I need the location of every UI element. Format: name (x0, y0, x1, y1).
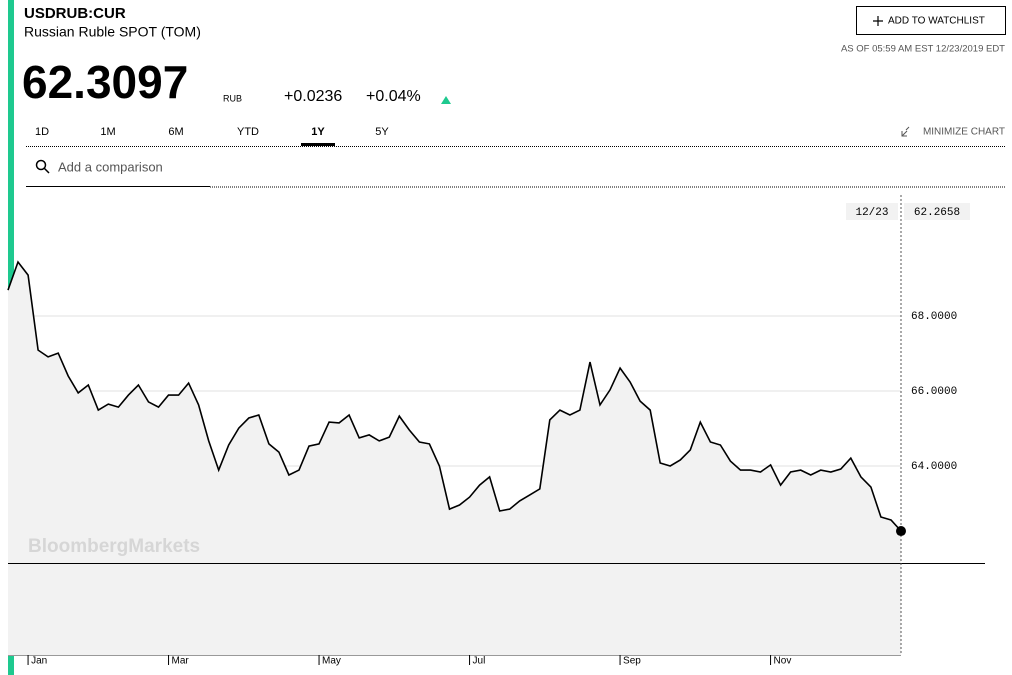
search-icon-handle (43, 167, 50, 174)
y-tick-label: 68.0000 (911, 311, 957, 323)
currency: RUB (223, 93, 242, 103)
area (8, 262, 901, 655)
x-tick-label: Jan (31, 656, 47, 667)
as-of: AS OF 05:59 AM EST 12/23/2019 EDT (841, 44, 1005, 55)
tab-active-underline (301, 143, 335, 146)
x-tick-label: Mar (172, 656, 190, 667)
ticker: USDRUB:CUR (24, 5, 126, 22)
x-tick-label: May (322, 656, 341, 667)
tab[interactable]: 5Y (375, 126, 389, 138)
x-tick-label: Jul (473, 656, 486, 667)
crosshair-date: 12/23 (855, 207, 888, 219)
tab[interactable]: 6M (168, 126, 183, 138)
line (7, 260, 902, 532)
plot: 64.0000 66.0000 68.0000 BloombergMarkets 12/… (7, 195, 985, 667)
crosshair-value-box (904, 203, 970, 220)
y-tick-label: 66.0000 (911, 386, 957, 398)
tab[interactable]: 1M (100, 126, 115, 138)
crosshair-value: 62.2658 (914, 207, 960, 219)
comparison-input[interactable]: Add a comparison (58, 159, 163, 174)
end-point (896, 526, 906, 537)
watchlist-label[interactable]: ADD TO WATCHLIST (888, 16, 985, 27)
change: +0.0236 (284, 88, 342, 105)
plus-icon (873, 16, 883, 26)
crosshair-date-box (846, 203, 898, 220)
price: 62.3097 (22, 56, 188, 108)
watermark: BloombergMarkets (28, 536, 200, 557)
tab[interactable]: 1D (35, 126, 49, 138)
minimize-chart[interactable]: MINIMIZE CHART (923, 127, 1005, 138)
up-arrow (441, 96, 451, 104)
minimize-icon (901, 126, 910, 137)
change-pct: +0.04% (366, 88, 421, 105)
y-tick-label: 64.0000 (911, 461, 957, 473)
tab[interactable]: 1Y (311, 126, 325, 138)
search-icon (35, 159, 47, 171)
tabs: 1D 1M 6M YTD 1Y 5Y (35, 126, 389, 146)
x-tick-label: Sep (623, 656, 641, 667)
x-tick-label: Nov (774, 656, 792, 667)
tab[interactable]: YTD (237, 126, 259, 138)
instrument-name: Russian Ruble SPOT (TOM) (24, 24, 201, 40)
